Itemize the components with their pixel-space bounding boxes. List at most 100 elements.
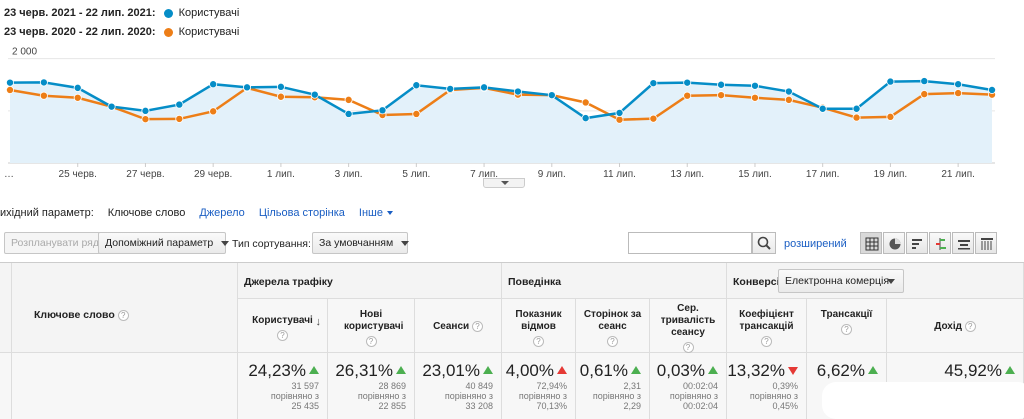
data-point [683,78,692,87]
help-icon[interactable]: ? [533,336,544,347]
help-icon[interactable]: ? [471,321,483,332]
pivot-view-button[interactable] [975,232,997,254]
pie-view-button[interactable] [883,232,905,254]
data-point [310,90,319,99]
x-tick-label: 27 черв. [126,169,164,180]
comparison-view-button[interactable] [929,232,951,254]
arrow-up-icon [1005,366,1015,374]
table-search-input[interactable] [628,232,752,254]
pct-change: 6,62% [816,361,865,380]
current-value: 2,31 [623,381,641,391]
pct-change: 26,31% [335,361,393,380]
column-header-users[interactable]: Користувачі ↓ ? [238,299,328,353]
users-line-chart: 2 0001 000…25 черв.27 черв.29 черв.1 лип… [4,47,997,180]
advanced-filter-link[interactable]: розширений [784,238,847,250]
table-view-button[interactable] [860,232,882,254]
help-icon[interactable]: ? [682,342,694,353]
x-tick-label: 15 лип. [738,169,772,180]
pie-view-icon [889,238,901,250]
plot-rows-button[interactable]: Розпланувати ряди [4,232,112,254]
data-point [39,91,48,100]
checkbox-column-header [0,263,12,353]
x-tick-label: … [4,169,14,180]
compare-text: порівняно з [270,391,319,401]
x-tick-label: 21 лип. [941,169,975,180]
column-label: Сеанси [433,321,470,332]
pct-change: 0,03% [656,361,705,380]
totals-cell-sessions: 23,01% 40 849 порівняно з 33 208 [415,353,502,419]
legend-current-period: 23 черв. 2021 - 22 лип. 2021: Користувач… [4,7,239,19]
column-header-avg-session-duration[interactable]: Сер. тривалість сеансу ? [650,299,727,353]
term-cloud-button[interactable] [952,232,974,254]
compare-text: порівняно з [357,391,406,401]
pct-change: 13,32% [727,361,785,380]
column-header-transactions[interactable]: Трансакції ? [807,299,887,353]
pct-change: 24,23% [248,361,306,380]
data-point [784,87,793,96]
help-icon[interactable]: ? [964,321,976,332]
help-icon[interactable]: ? [607,336,618,347]
data-point [73,93,82,102]
caret-down-icon [221,240,230,246]
search-button[interactable] [752,232,776,254]
compare-text: порівняно з [518,391,567,401]
data-point [480,83,489,92]
help-icon[interactable]: ? [277,330,288,341]
arrow-up-icon [557,366,567,374]
compare-text: порівняно з [444,391,493,401]
data-point [209,107,218,116]
arrow-up-icon [708,366,718,374]
data-point [175,114,184,123]
totals-cell-ecommerce-conversion-rate: 13,32% 0,39% порівняно з 0,45% [727,353,807,419]
compare-text: порівняно з [669,391,718,401]
help-icon[interactable]: ? [117,310,129,321]
data-point [954,89,963,98]
column-header-bounce-rate[interactable]: Показник відмов ? [502,299,576,353]
search-icon [757,236,771,250]
x-tick-label: 9 лип. [538,169,566,180]
column-label: Показник відмов [515,309,562,332]
performance-view-button[interactable] [906,232,928,254]
secondary-dimension-label: Допоміжний параметр [105,237,214,249]
sort-type-dropdown[interactable]: За умовчанням [312,232,410,254]
chart-collapse-handle[interactable] [483,178,525,188]
help-icon[interactable]: ? [841,324,852,335]
legend-period-label: 23 черв. 2021 - 22 лип. 2021: [4,7,156,19]
column-label: Користувачі [252,315,313,326]
x-tick-label: 7 лип. [470,169,498,180]
pct-change: 45,92% [944,361,1002,380]
help-icon[interactable]: ? [365,336,377,347]
data-point [73,83,82,92]
column-header-pages-per-session[interactable]: Сторінок за сеанс ? [576,299,650,353]
previous-value: 70,13% [536,401,567,411]
column-label: Сер. тривалість сеансу [660,303,716,338]
column-header-ecommerce-conversion-rate[interactable]: Коефіцієнт трансакцій ? [727,299,807,353]
data-point [750,81,759,90]
column-label: Коефіцієнт трансакцій [739,309,794,332]
sort-type-value: За умовчанням [319,237,394,249]
dimension-other-dropdown[interactable]: Інше [359,207,393,219]
column-label: Дохід [934,321,962,332]
keyword-totals-cell [12,353,238,419]
dimension-source-link[interactable]: Джерело [199,207,245,219]
conversion-type-dropdown[interactable]: Електронна комерція [778,269,904,293]
sort-type-label: Тип сортування: [232,238,311,250]
secondary-dimension-dropdown[interactable]: Допоміжний параметр [98,232,230,254]
data-point [954,80,963,89]
data-point [412,109,421,118]
column-header-sessions[interactable]: Сеанси ? [415,299,502,353]
help-icon[interactable]: ? [761,336,772,347]
keyword-column-header[interactable]: Ключове слово ? [12,263,238,353]
data-point [920,77,929,86]
column-header-revenue[interactable]: Дохід ? [887,299,1024,353]
column-header-new-users[interactable]: Нові користувачі ? [328,299,415,353]
data-point [920,90,929,99]
dimension-landing-page-link[interactable]: Цільова сторінка [258,207,345,219]
current-value: 40 849 [465,381,493,391]
arrow-up-icon [309,366,319,374]
primary-dimension-label: ихідний параметр: [0,207,94,219]
arrow-up-icon [396,366,406,374]
totals-cell-avg-session-duration: 0,03% 00:02:04 порівняно з 00:02:04 [650,353,727,419]
chevron-down-icon [501,181,509,185]
data-point [717,80,726,89]
